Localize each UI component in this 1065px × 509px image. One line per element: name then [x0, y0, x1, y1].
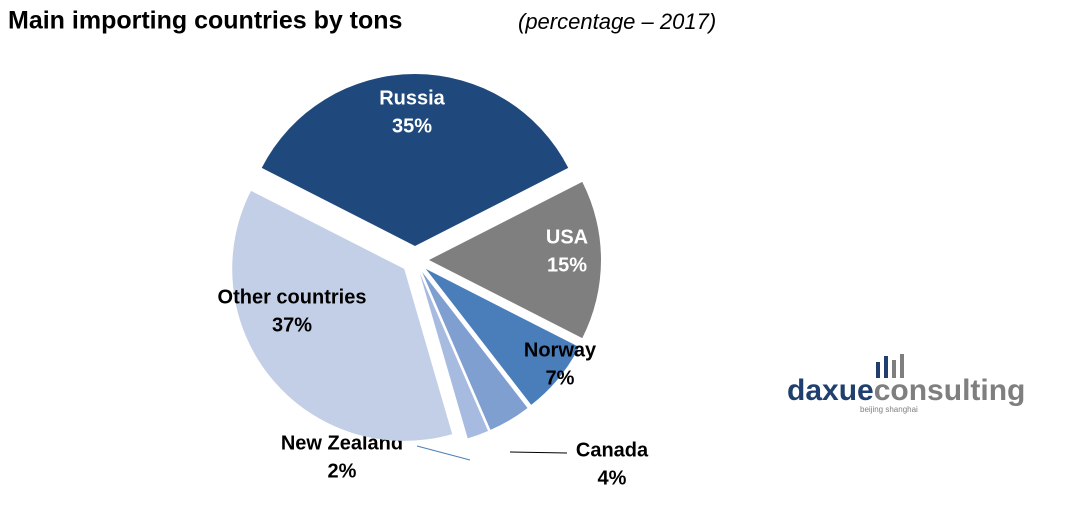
slice-value-label: 35%: [392, 115, 432, 137]
slice-label: Other countries: [218, 286, 367, 308]
chart-subtitle: (percentage – 2017): [518, 9, 716, 34]
logo: daxueconsulting beijing shanghai: [787, 354, 1025, 414]
pie-slice: [232, 190, 453, 441]
logo-bar: [900, 354, 904, 378]
slice-label: Canada: [576, 439, 649, 461]
slice-value-label: 37%: [272, 314, 312, 336]
logo-brand-b: consulting: [874, 374, 1026, 407]
slice-value-label: 15%: [547, 254, 587, 276]
slice-label: Russia: [379, 87, 445, 109]
logo-bar: [892, 360, 896, 378]
logo-brand-a: daxue: [787, 374, 874, 407]
pie-slice: [422, 272, 528, 430]
slice-value-label: 2%: [328, 460, 357, 482]
leader-line: [416, 445, 471, 461]
pie-slice: [429, 181, 601, 339]
slice-label: USA: [546, 226, 588, 248]
pie-slice: [425, 268, 580, 405]
logo-bar: [876, 362, 880, 378]
slice-value-label: 7%: [546, 367, 575, 389]
logo-bar: [884, 356, 888, 378]
leader-line: [509, 451, 568, 454]
pie-slice: [261, 73, 569, 246]
slice-label: Norway: [524, 339, 597, 361]
slice-value-label: 4%: [598, 467, 627, 489]
logo-tagline: beijing shanghai: [860, 405, 918, 414]
pie-slice: [419, 273, 489, 439]
logo-text: daxueconsulting: [787, 374, 1025, 407]
chart-title: Main importing countries by tons: [8, 7, 402, 35]
